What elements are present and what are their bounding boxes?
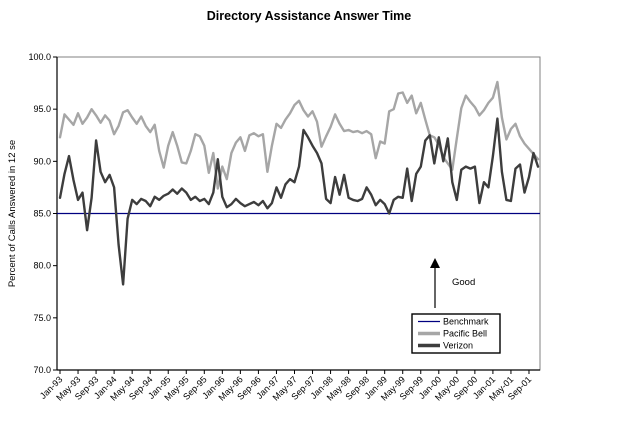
chart-title: Directory Assistance Answer Time bbox=[207, 9, 412, 23]
x-axis-ticks: Jan-93May-93Sep-93Jan-94May-94Sep-94Jan-… bbox=[38, 370, 533, 403]
series-verizon bbox=[58, 117, 540, 286]
legend: Benchmark Pacific Bell Verizon bbox=[411, 313, 501, 354]
legend-verizon-label: Verizon bbox=[443, 341, 473, 351]
series-pacific-bell bbox=[58, 80, 540, 190]
y-tick-label: 85.0 bbox=[33, 209, 51, 219]
y-tick-label: 70.0 bbox=[33, 365, 51, 375]
good-annotation: Good bbox=[430, 258, 475, 308]
y-tick-label: 75.0 bbox=[33, 313, 51, 323]
good-arrow-head-icon bbox=[430, 258, 440, 268]
y-tick-label: 80.0 bbox=[33, 261, 51, 271]
y-tick-label: 95.0 bbox=[33, 104, 51, 114]
y-axis-ticks: 100.0 95.0 90.0 85.0 80.0 75.0 70.0 bbox=[28, 52, 57, 375]
y-axis-title: Percent of Calls Answered in 12 se bbox=[7, 140, 18, 287]
legend-benchmark-label: Benchmark bbox=[443, 317, 489, 327]
y-tick-label: 100.0 bbox=[28, 52, 51, 62]
series-lines bbox=[57, 80, 540, 286]
y-tick-label: 90.0 bbox=[33, 156, 51, 166]
legend-pacific-bell-label: Pacific Bell bbox=[443, 329, 487, 339]
good-annotation-label: Good bbox=[452, 277, 475, 288]
